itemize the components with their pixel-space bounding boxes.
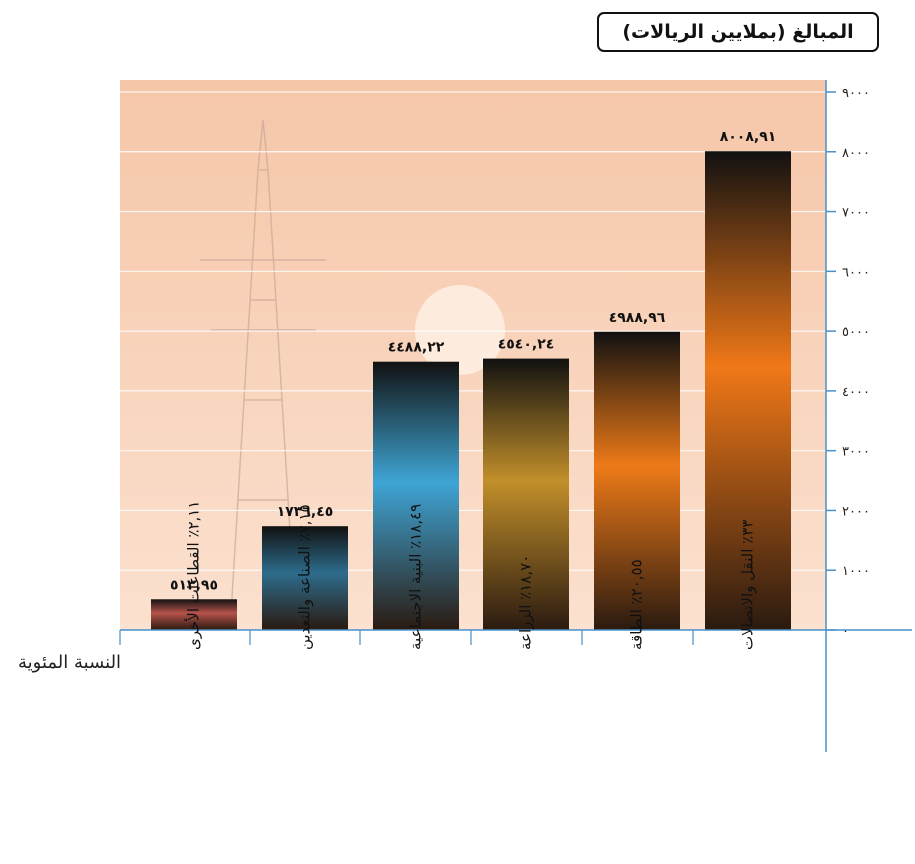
bar-value-label: ٤٩٨٨,٩٦ xyxy=(609,310,666,326)
category-label: ٧,١٥٪ الصناعة والتعدين xyxy=(296,504,314,650)
y-tick-label: ١٠٠٠ xyxy=(842,564,870,579)
y-tick-label: ٧٠٠٠ xyxy=(842,206,870,221)
bar-value-label: ١٧٣٦,٤٥ xyxy=(277,504,334,520)
category-label: ٢٠,٥٥٪ الطاقة xyxy=(628,559,646,650)
y-tick-label: ٦٠٠٠ xyxy=(842,265,870,280)
bar xyxy=(373,361,459,630)
y-tick-label: ٠ xyxy=(842,624,849,639)
bar-value-label: ٤٤٨٨,٢٢ xyxy=(388,340,445,356)
y-tick-label: ٨٠٠٠ xyxy=(842,146,870,161)
bar-value-label: ٤٥٤٠,٢٤ xyxy=(498,337,555,353)
category-label: ١٨,٧٠٪ الزراعة xyxy=(517,555,535,650)
y-tick-label: ٤٠٠٠ xyxy=(842,385,870,400)
y-tick-label: ٢٠٠٠ xyxy=(842,504,870,519)
y-tick-label: ٣٠٠٠ xyxy=(842,445,870,460)
bar xyxy=(151,599,237,630)
category-label: ٢,١١٪ القطاعات الأخرى xyxy=(184,501,203,650)
sun-glow xyxy=(415,285,505,375)
y-tick-label: ٩٠٠٠ xyxy=(842,86,870,101)
bar xyxy=(705,151,791,630)
y-tick-label: ٥٠٠٠ xyxy=(842,325,870,340)
x-axis-title: النسبة المئوية xyxy=(18,652,122,673)
category-label: ١٨,٤٩٪ البنية الاجتماعية xyxy=(407,504,425,650)
bar xyxy=(483,358,569,630)
bar-value-label: ٥١٣,٩٥ xyxy=(170,577,218,593)
chart-title: المبالغ (بملايين الريالات) xyxy=(597,12,879,52)
category-label: ٣٣٪ النقل والاتصالات xyxy=(739,520,757,650)
bar xyxy=(262,526,348,630)
pylon-illustration xyxy=(200,119,326,631)
bar xyxy=(594,331,680,630)
bar-value-label: ٨٠٠٨,٩١ xyxy=(720,129,777,145)
